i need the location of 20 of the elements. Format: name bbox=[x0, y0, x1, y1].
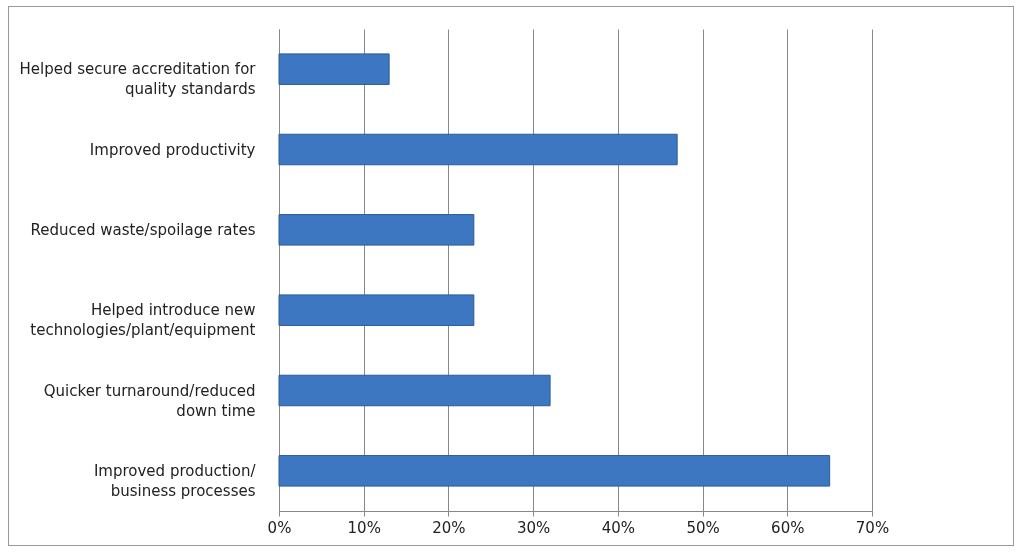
y-tick-label: Reduced waste/spoilage rates bbox=[30, 220, 256, 239]
y-tick-label: Improved production/ business processes bbox=[93, 461, 257, 500]
bar bbox=[278, 214, 475, 246]
y-tick-label: Quicker turnaround/reduced down time bbox=[43, 381, 256, 420]
x-tick-label: 70% bbox=[855, 518, 890, 537]
y-tick-label: Helped secure accreditation for quality standards bbox=[19, 60, 257, 99]
x-tick-label: 20% bbox=[432, 518, 466, 537]
x-tick-label: 50% bbox=[686, 518, 720, 537]
bar bbox=[278, 133, 678, 166]
bar bbox=[278, 294, 475, 326]
bar bbox=[278, 374, 551, 407]
x-tick-label: 60% bbox=[771, 518, 805, 537]
x-tick-label: 30% bbox=[516, 518, 551, 537]
x-tick-label: 10% bbox=[347, 518, 381, 537]
bar bbox=[278, 53, 390, 85]
bar bbox=[278, 455, 831, 487]
y-tick-label: Improved productivity bbox=[89, 140, 256, 159]
y-tick-label: Helped introduce new technologies/plant/equipment bbox=[30, 301, 256, 340]
x-tick-label: 40% bbox=[601, 518, 636, 537]
x-tick-label: 0% bbox=[267, 518, 292, 537]
